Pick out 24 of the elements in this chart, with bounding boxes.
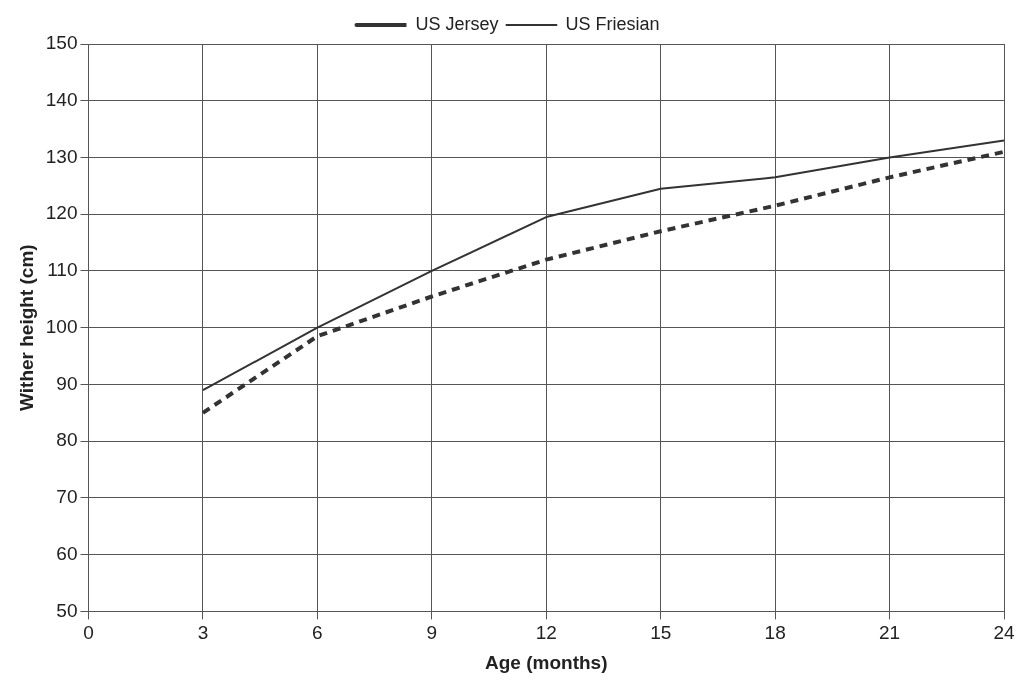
y-tick-label: 60 bbox=[56, 542, 78, 564]
legend-label: US Jersey bbox=[415, 13, 499, 34]
y-tick-label: 70 bbox=[56, 486, 78, 508]
x-tick-label: 6 bbox=[312, 622, 323, 644]
x-tick-label: 24 bbox=[993, 622, 1015, 644]
x-tick-label: 3 bbox=[197, 622, 209, 644]
x-tick-label: 18 bbox=[764, 622, 786, 644]
y-tick-label: 80 bbox=[56, 429, 78, 451]
y-axis-title: Wither height (cm) bbox=[15, 244, 37, 411]
y-tick-label: 50 bbox=[56, 599, 78, 621]
y-tick-label: 90 bbox=[56, 372, 78, 394]
x-tick-label: 12 bbox=[535, 622, 557, 644]
y-tick-label: 120 bbox=[45, 202, 78, 224]
y-tick-label: 110 bbox=[47, 259, 78, 281]
x-tick-label: 9 bbox=[426, 622, 438, 644]
legend-label: US Friesian bbox=[565, 13, 660, 34]
y-tick-label: 130 bbox=[45, 145, 78, 167]
y-tick-label: 140 bbox=[45, 88, 78, 110]
x-tick-label: 0 bbox=[83, 622, 94, 644]
y-tick-label: 150 bbox=[45, 32, 78, 54]
y-tick-label: 100 bbox=[45, 315, 78, 337]
x-tick-label: 15 bbox=[650, 622, 672, 644]
x-tick-label: 21 bbox=[878, 622, 901, 644]
x-axis-title: Age (months) bbox=[485, 651, 608, 673]
